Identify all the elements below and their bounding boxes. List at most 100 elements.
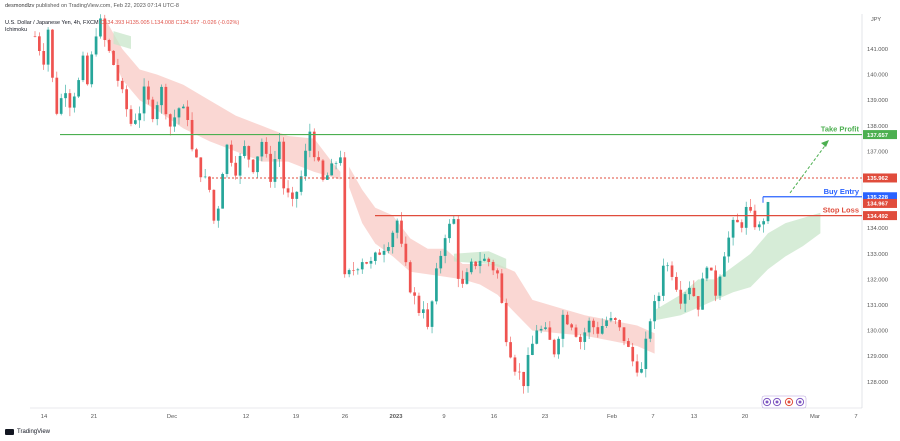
projection-arrow [789, 140, 829, 194]
candle-body [356, 269, 360, 271]
economic-event-icon [762, 397, 772, 407]
symbol-name[interactable]: U.S. Dollar / Japanese Yen, 4h, FXCM [5, 20, 99, 26]
price-tick-label: 130.000 [867, 329, 888, 335]
candle [142, 78, 146, 122]
candle-body [400, 220, 403, 244]
price-tick-label: 140.000 [867, 73, 888, 79]
candle-body [177, 108, 181, 118]
candle-body [531, 343, 534, 355]
candle [452, 215, 456, 225]
tag-background [863, 130, 897, 140]
candle [339, 150, 342, 166]
candle-body [107, 40, 111, 51]
candle-body [282, 141, 286, 189]
candle-body [596, 327, 600, 334]
candle-body [557, 338, 560, 355]
candle-body [264, 141, 268, 154]
candle [251, 158, 255, 174]
tag-text: 134.967 [867, 202, 888, 208]
candle-body [286, 188, 290, 193]
candle-body [277, 141, 281, 160]
candle [181, 104, 185, 109]
candle-body [487, 258, 491, 262]
candle-body [229, 144, 233, 163]
time-tick-label: 13 [691, 414, 697, 420]
candle [155, 101, 159, 126]
candle [173, 109, 176, 132]
candle [683, 291, 687, 313]
candle-body [81, 55, 85, 81]
candle [177, 107, 181, 125]
candle-body [138, 113, 142, 121]
author-name[interactable]: desmondlzv [5, 3, 35, 9]
candle-body [208, 176, 211, 190]
candle [618, 319, 622, 331]
candle [465, 268, 469, 285]
candle [195, 147, 198, 158]
time-tick-label: 19 [293, 414, 299, 420]
candle [203, 169, 207, 179]
candle [627, 338, 630, 348]
candle-body [216, 208, 220, 221]
candle [417, 292, 421, 316]
time-tick-label: 23 [542, 414, 548, 420]
candle-body [308, 131, 312, 151]
candle-body [500, 273, 504, 303]
candle [679, 280, 683, 310]
candle-body [317, 157, 320, 161]
candle-body [653, 301, 656, 322]
candle [112, 50, 115, 66]
candle [404, 236, 408, 266]
tag-background [863, 192, 897, 202]
candle [609, 311, 613, 323]
candle [164, 83, 168, 120]
candle [430, 300, 434, 334]
candle-body [295, 191, 299, 199]
candle [448, 219, 451, 243]
candle-body [168, 114, 172, 127]
candle-body [439, 255, 443, 269]
candle [483, 253, 486, 262]
candle [352, 262, 355, 276]
candle [325, 172, 329, 181]
candle [107, 38, 111, 53]
tag-text: 135.228 [867, 195, 889, 201]
candle-body [86, 55, 89, 85]
candle [670, 261, 674, 281]
candle-body [609, 318, 613, 321]
candle-body [570, 324, 574, 328]
candle-body [59, 98, 63, 114]
candle [229, 140, 233, 167]
candle-body [291, 192, 294, 199]
candle [186, 100, 190, 127]
candle [661, 258, 665, 301]
tradingview-brand: TradingView [5, 429, 50, 435]
price-tick-label: 129.000 [867, 354, 888, 360]
candle-body [234, 162, 238, 176]
candle [247, 145, 251, 168]
candle-body [321, 160, 325, 180]
candle [81, 51, 85, 83]
candle-body [605, 320, 608, 326]
candle [133, 113, 137, 126]
indicator-legend[interactable]: Ichimoku [5, 27, 28, 33]
candle [744, 201, 748, 235]
level-name-label: Stop Loss [823, 206, 859, 215]
candle-body [701, 278, 704, 310]
candle-body [330, 163, 334, 176]
candle [766, 201, 770, 224]
candle [277, 133, 281, 168]
candle [317, 151, 320, 162]
candle [234, 156, 238, 180]
candle-body [644, 338, 648, 369]
candle-body [129, 109, 133, 124]
time-tick-label: Feb [607, 414, 617, 420]
candle [657, 292, 661, 309]
candle [86, 52, 89, 86]
candle-body [443, 238, 447, 256]
candle [688, 281, 691, 300]
candle [561, 310, 565, 348]
candle [478, 252, 482, 274]
tag-background [863, 198, 897, 208]
